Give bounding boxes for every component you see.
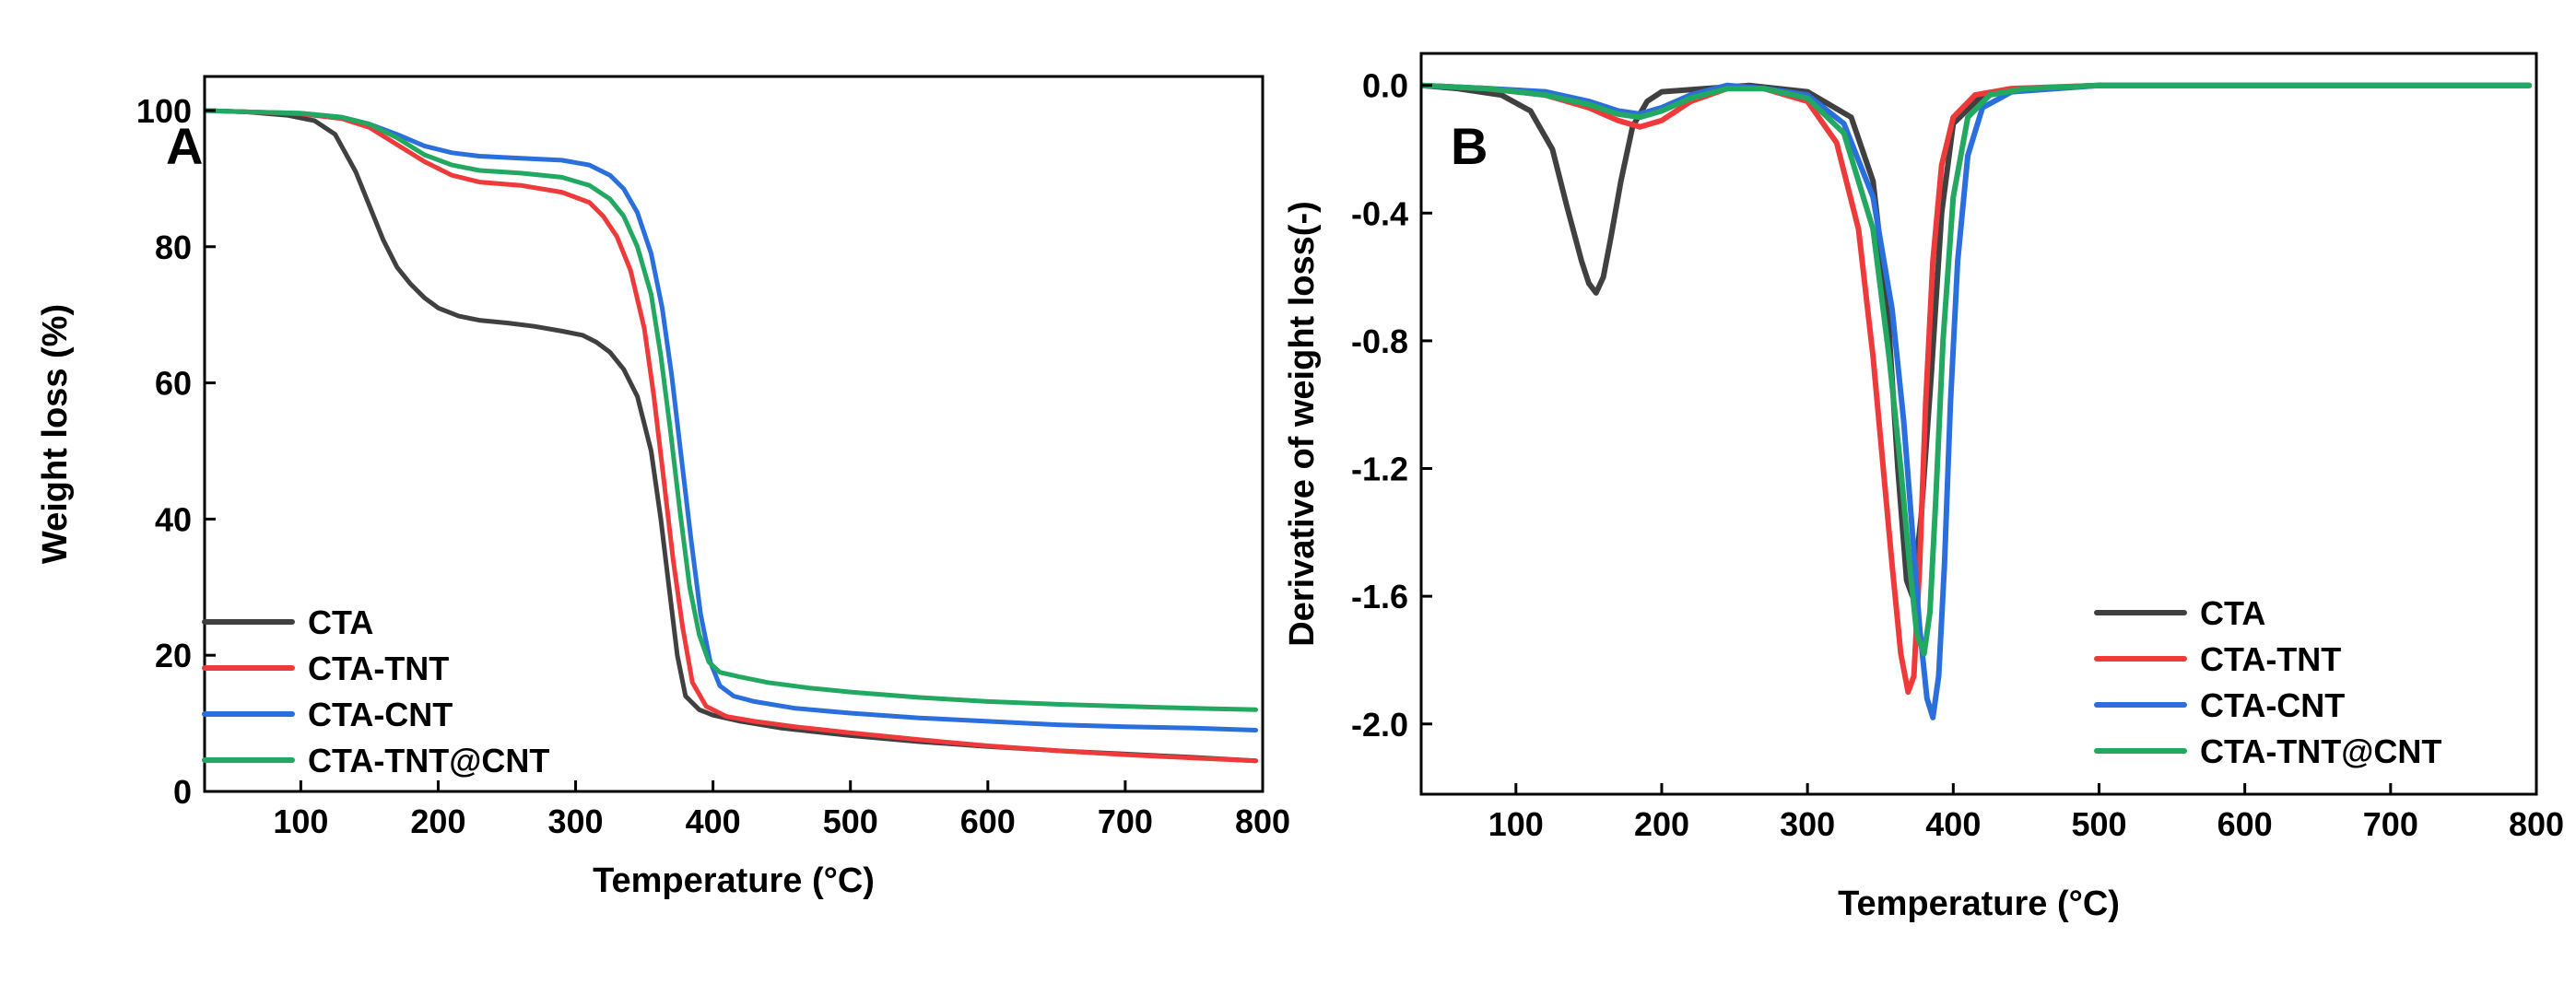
y-tick-label: 80 xyxy=(155,228,192,266)
x-tick-label: 200 xyxy=(410,802,465,840)
y-tick-label: -0.4 xyxy=(1351,194,1408,232)
y-tick-label: -2.0 xyxy=(1351,706,1408,744)
y-tick-label: 40 xyxy=(155,500,192,538)
legend: CTA CTA-TNT CTA-CNT CTA-TNT@CNT xyxy=(2094,594,2441,770)
legend-label: CTA-TNT xyxy=(2200,640,2341,678)
legend-label: CTA-TNT xyxy=(308,650,449,687)
series-line-cta-cnt xyxy=(205,108,1258,732)
legend-label: CTA xyxy=(308,603,373,641)
x-axis-title: Temperature (°C) xyxy=(593,861,875,900)
legend-label: CTA-CNT xyxy=(308,696,453,733)
x-tick-label: 800 xyxy=(1235,802,1290,840)
legend-label: CTA-TNT@CNT xyxy=(2200,732,2441,770)
legend-label: CTA xyxy=(2200,594,2265,632)
x-tick-label: 100 xyxy=(1488,805,1544,843)
y-tick-label: -0.8 xyxy=(1351,322,1408,360)
legend: CTA CTA-TNT CTA-CNT CTA-TNT@CNT xyxy=(202,603,549,779)
y-tick-label: -1.6 xyxy=(1351,578,1408,615)
x-tick-label: 300 xyxy=(548,802,604,840)
x-tick-label: 400 xyxy=(1925,805,1981,843)
y-tick-label: 20 xyxy=(155,637,192,674)
x-tick-label: 200 xyxy=(1634,805,1689,843)
y-tick-label: -1.2 xyxy=(1351,451,1408,488)
x-tick-label: 300 xyxy=(1780,805,1835,843)
series-group xyxy=(1421,82,2533,720)
plot-frame xyxy=(203,75,1264,793)
y-tick-label: 100 xyxy=(136,92,192,130)
series-line-cta-tnt xyxy=(1421,82,2533,696)
x-tick-label: 600 xyxy=(960,802,1016,840)
y-tick-label: 0 xyxy=(173,773,192,811)
series-group xyxy=(205,108,1258,764)
x-tick-label: 600 xyxy=(2217,805,2273,843)
x-tick-label: 800 xyxy=(2509,805,2564,843)
legend-label: CTA-CNT xyxy=(2200,686,2345,724)
panel-a: 100 200 300 400 500 600 700 800 0 20 40 60 80 100 Temp… xyxy=(36,75,1290,900)
x-tick-label: 400 xyxy=(686,802,741,840)
x-tick-label: 100 xyxy=(273,802,328,840)
y-axis-title: Derivative of weight loss(-) xyxy=(1283,201,1322,647)
series-line-cta-tnt xyxy=(205,108,1258,764)
panel-letter: A xyxy=(166,117,203,175)
series-line-cta-cnt xyxy=(1421,82,2533,720)
series-line-cta-tnt-cnt xyxy=(1421,82,2533,657)
x-tick-label: 700 xyxy=(2363,805,2418,843)
plot-frame xyxy=(1419,52,2538,796)
panel-b: 100 200 300 400 500 600 700 800 0.0 -0.4 -0.8 -1.2 -… xyxy=(1283,52,2564,923)
x-axis-title: Temperature (°C) xyxy=(1838,884,2120,923)
series-line-cta xyxy=(205,108,1258,764)
x-tick-label: 500 xyxy=(2071,805,2126,843)
legend-label: CTA-TNT@CNT xyxy=(308,742,549,779)
panel-letter: B xyxy=(1451,117,1488,175)
y-tick-label: 60 xyxy=(155,365,192,403)
x-tick-label: 700 xyxy=(1098,802,1153,840)
series-line-cta xyxy=(1421,82,2533,600)
y-tick-label: 0.0 xyxy=(1362,67,1408,105)
x-tick-label: 500 xyxy=(823,802,878,840)
series-line-cta-tnt-cnt xyxy=(205,108,1258,712)
y-axis-title: Weight loss (%) xyxy=(36,304,75,564)
